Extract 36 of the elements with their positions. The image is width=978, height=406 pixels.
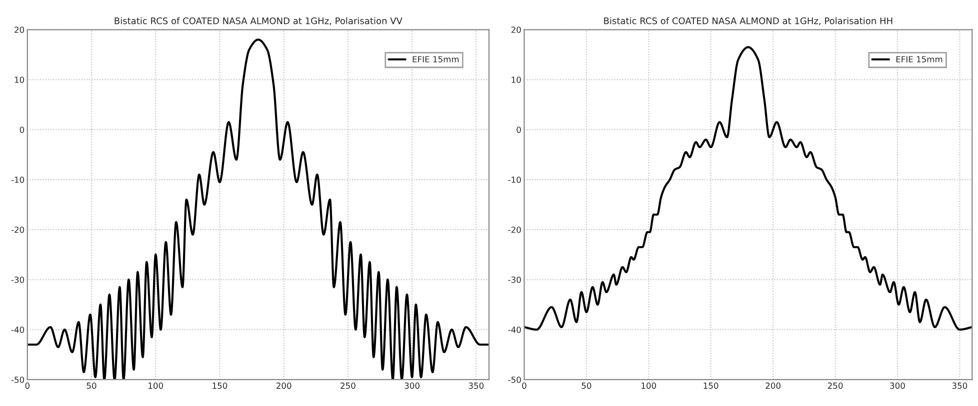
y-tick-label: -10 [11,176,24,183]
y-tick-label: -50 [11,376,24,383]
y-tick-label: -40 [11,326,24,333]
y-tick-label: 20 [14,26,24,33]
x-tick-label: 50 [86,382,96,389]
x-tick-label: 250 [828,382,843,389]
y-tick-label: 10 [512,76,521,83]
y-tick-label: 10 [14,76,24,83]
x-tick-label: 0 [522,382,526,389]
x-tick-label: 50 [582,382,592,389]
y-tick-label: -50 [508,376,521,383]
x-tick-label: 300 [404,382,420,389]
x-tick-label: 100 [642,382,656,389]
x-tick-label: 100 [148,382,164,389]
x-tick-label: 0 [25,382,30,389]
x-tick-label: 200 [276,382,292,389]
chart-title: Bistatic RCS of COATED NASA ALMOND at 1GHz, Polarisation VV [114,17,402,26]
x-tick-label: 150 [704,382,718,389]
y-tick-label: -40 [508,326,521,333]
x-tick-label: 250 [340,382,356,389]
x-tick-label: 150 [212,382,228,389]
y-tick-label: -10 [508,176,521,183]
y-tick-label: 0 [20,126,24,133]
chart-title: Bistatic RCS of COATED NASA ALMOND at 1GHz, Polarisation HH [604,17,892,26]
x-tick-label: 200 [766,382,780,389]
y-tick-label: 0 [516,126,521,133]
x-tick-label: 350 [952,382,968,389]
x-tick-label: 350 [468,382,484,389]
y-tick-label: -20 [508,226,521,233]
y-tick-label: -30 [508,276,521,283]
y-tick-label: -20 [11,226,24,233]
y-tick-label: -30 [11,276,24,283]
x-tick-label: 300 [890,382,905,389]
legend-label: EFIE 15mm [412,56,459,62]
y-tick-label: 20 [511,26,521,33]
legend-label: EFIE 15mm [896,56,942,62]
